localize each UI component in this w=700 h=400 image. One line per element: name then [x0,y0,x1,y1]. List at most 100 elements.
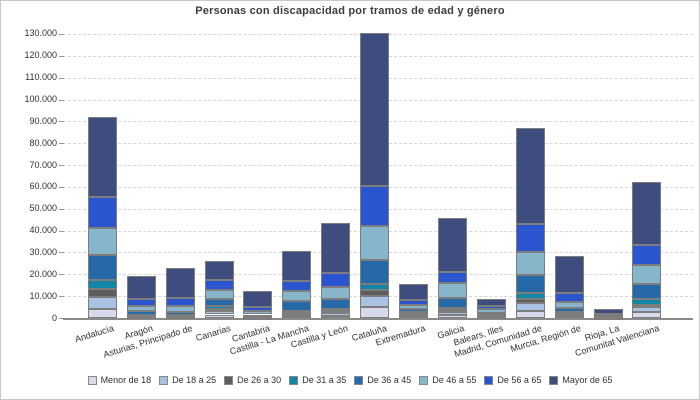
legend-item-menor-de-18[interactable]: Menor de 18 [87,375,151,385]
bar-segment-comunitat-valenciana-de-46-a-55[interactable] [632,264,662,284]
bar-segment-canarias-de-56-a-65[interactable] [204,279,234,290]
bar-segment-murcia-regi-n-de-de-31-a-35[interactable] [554,311,584,314]
bar-segment-balears-illes-de-46-a-55[interactable] [476,309,506,313]
bar-segment-castilla-la-mancha-de-56-a-65[interactable] [282,281,312,292]
legend-item-de-46-a-55[interactable]: De 46 a 55 [419,375,476,385]
bar-segment-catalu-a-de-36-a-45[interactable] [360,260,390,285]
bar-segment-extremadura-de-46-a-55[interactable] [399,304,428,309]
bar-segment-cantabria-de-36-a-45[interactable] [243,314,273,317]
bar-segment-asturias-principado-de-de-46-a-55[interactable] [165,305,195,313]
bar-segment-castilla-la-mancha-menor-de-18[interactable] [282,316,312,319]
bar-segment-catalu-a-de-26-a-30[interactable] [360,290,390,297]
bar-segment-balears-illes-de-56-a-65[interactable] [476,306,506,310]
bar-segment-andaluc-a-menor-de-18[interactable] [87,309,117,318]
bar-segment-castilla-la-mancha-mayor-de-65[interactable] [282,251,312,282]
bar-segment-madrid-comunidad-de-de-36-a-45[interactable] [515,274,545,294]
bar-segment-catalu-a-de-31-a-35[interactable] [360,284,390,291]
bar-segment-madrid-comunidad-de-de-56-a-65[interactable] [515,224,545,252]
bar-segment-murcia-regi-n-de-de-26-a-30[interactable] [554,313,584,316]
bar-segment-asturias-principado-de-de-31-a-35[interactable] [165,315,195,318]
bar-segment-extremadura-menor-de-18[interactable] [399,315,428,318]
bar-segment-andaluc-a-de-26-a-30[interactable] [87,288,117,298]
bar-segment-galicia-mayor-de-65[interactable] [437,217,467,272]
bar-segment-andaluc-a-de-46-a-55[interactable] [87,227,117,256]
bar-segment-rioja-la-mayor-de-65[interactable] [593,309,623,315]
bar-segment-arag-n-de-46-a-55[interactable] [126,305,156,312]
bar-segment-andaluc-a-mayor-de-65[interactable] [87,116,117,197]
bar-segment-murcia-regi-n-de-de-56-a-65[interactable] [554,293,584,303]
bar-segment-catalu-a-menor-de-18[interactable] [360,307,390,318]
bar-segment-murcia-regi-n-de-de-46-a-55[interactable] [554,302,584,308]
bar-segment-asturias-principado-de-de-56-a-65[interactable] [165,297,195,306]
bar-segment-extremadura-de-36-a-45[interactable] [399,308,428,312]
bar-segment-catalu-a-de-56-a-65[interactable] [360,185,390,226]
bar-segment-comunitat-valenciana-menor-de-18[interactable] [632,312,662,318]
bar-segment-castilla-y-le-n-mayor-de-65[interactable] [321,222,351,274]
bar-segment-galicia-de-56-a-65[interactable] [437,271,467,284]
bar-segment-extremadura-de-56-a-65[interactable] [399,299,428,305]
bar-segment-castilla-y-le-n-menor-de-18[interactable] [321,315,351,318]
legend-item-de-56-a-65[interactable]: De 56 a 65 [484,375,541,385]
bar-segment-andaluc-a-de-31-a-35[interactable] [87,279,117,289]
bar-segment-cantabria-de-31-a-35[interactable] [243,316,273,319]
bar-segment-asturias-principado-de-de-36-a-45[interactable] [165,312,195,316]
bar-segment-castilla-y-le-n-de-46-a-55[interactable] [321,286,351,299]
bar-segment-andaluc-a-de-18-a-25[interactable] [87,297,117,310]
bar-segment-galicia-de-46-a-55[interactable] [437,283,467,298]
bar-segment-madrid-comunidad-de-de-26-a-30[interactable] [515,298,545,304]
bar-segment-galicia-de-18-a-25[interactable] [437,312,467,315]
bar-segment-cantabria-de-56-a-65[interactable] [243,307,273,311]
bar-segment-galicia-de-31-a-35[interactable] [437,307,467,311]
bar-segment-comunitat-valenciana-de-26-a-30[interactable] [632,304,662,308]
bar-segment-madrid-comunidad-de-mayor-de-65[interactable] [515,128,545,225]
legend-item-de-18-a-25[interactable]: De 18 a 25 [159,375,216,385]
bar-segment-rioja-la-de-56-a-65[interactable] [593,314,623,317]
bar-segment-canarias-de-36-a-45[interactable] [204,298,234,307]
bar-segment-galicia-de-36-a-45[interactable] [437,297,467,308]
bar-segment-canarias-de-18-a-25[interactable] [204,311,234,315]
bar-segment-comunitat-valenciana-de-18-a-25[interactable] [632,307,662,313]
bar-segment-madrid-comunidad-de-de-18-a-25[interactable] [515,303,545,311]
bar-segment-rioja-la-de-46-a-55[interactable] [593,315,623,318]
bar-segment-catalu-a-de-18-a-25[interactable] [360,296,390,308]
bar-segment-castilla-y-le-n-de-26-a-30[interactable] [321,311,351,314]
bar-segment-castilla-y-le-n-de-56-a-65[interactable] [321,273,351,287]
bar-segment-castilla-y-le-n-de-18-a-25[interactable] [321,313,351,316]
bar-segment-comunitat-valenciana-de-56-a-65[interactable] [632,244,662,265]
legend-item-mayor-de-65[interactable]: Mayor de 65 [549,375,612,385]
bar-segment-murcia-regi-n-de-menor-de-18[interactable] [554,316,584,319]
bar-segment-cantabria-mayor-de-65[interactable] [243,290,273,308]
bar-segment-comunitat-valenciana-mayor-de-65[interactable] [632,182,662,245]
bar-segment-canarias-mayor-de-65[interactable] [204,261,234,280]
bar-segment-comunitat-valenciana-de-31-a-35[interactable] [632,299,662,305]
bar-segment-castilla-la-mancha-de-36-a-45[interactable] [282,300,312,311]
bar-segment-andaluc-a-de-56-a-65[interactable] [87,196,117,228]
bar-segment-castilla-la-mancha-de-31-a-35[interactable] [282,310,312,314]
bar-segment-comunitat-valenciana-de-36-a-45[interactable] [632,283,662,300]
bar-segment-castilla-la-mancha-de-26-a-30[interactable] [282,313,312,316]
bar-segment-murcia-regi-n-de-de-36-a-45[interactable] [554,307,584,312]
bar-segment-madrid-comunidad-de-de-31-a-35[interactable] [515,293,545,299]
bar-segment-catalu-a-mayor-de-65[interactable] [360,32,390,186]
bar-segment-canarias-menor-de-18[interactable] [204,314,234,318]
bar-segment-balears-illes-mayor-de-65[interactable] [476,298,506,307]
legend-item-de-36-a-45[interactable]: De 36 a 45 [354,375,411,385]
bar-segment-castilla-la-mancha-de-46-a-55[interactable] [282,291,312,301]
bar-segment-madrid-comunidad-de-menor-de-18[interactable] [515,310,545,318]
bar-segment-canarias-de-26-a-30[interactable] [204,309,234,312]
bar-segment-andaluc-a-de-36-a-45[interactable] [87,255,117,280]
bar-segment-castilla-y-le-n-de-31-a-35[interactable] [321,308,351,312]
bar-segment-balears-illes-de-31-a-35[interactable] [476,314,506,317]
bar-segment-canarias-de-31-a-35[interactable] [204,306,234,310]
bar-segment-extremadura-de-31-a-35[interactable] [399,311,428,314]
bar-segment-madrid-comunidad-de-de-46-a-55[interactable] [515,251,545,275]
bar-segment-arag-n-de-31-a-35[interactable] [126,315,156,318]
legend-item-de-31-a-35[interactable]: De 31 a 35 [289,375,346,385]
bar-segment-arag-n-de-56-a-65[interactable] [126,299,156,306]
bar-segment-galicia-menor-de-18[interactable] [437,314,467,318]
bar-segment-extremadura-mayor-de-65[interactable] [399,283,428,300]
bar-segment-balears-illes-de-36-a-45[interactable] [476,312,506,315]
bar-segment-asturias-principado-de-mayor-de-65[interactable] [165,268,195,298]
bar-segment-catalu-a-de-46-a-55[interactable] [360,225,390,261]
bar-segment-arag-n-mayor-de-65[interactable] [126,276,156,300]
